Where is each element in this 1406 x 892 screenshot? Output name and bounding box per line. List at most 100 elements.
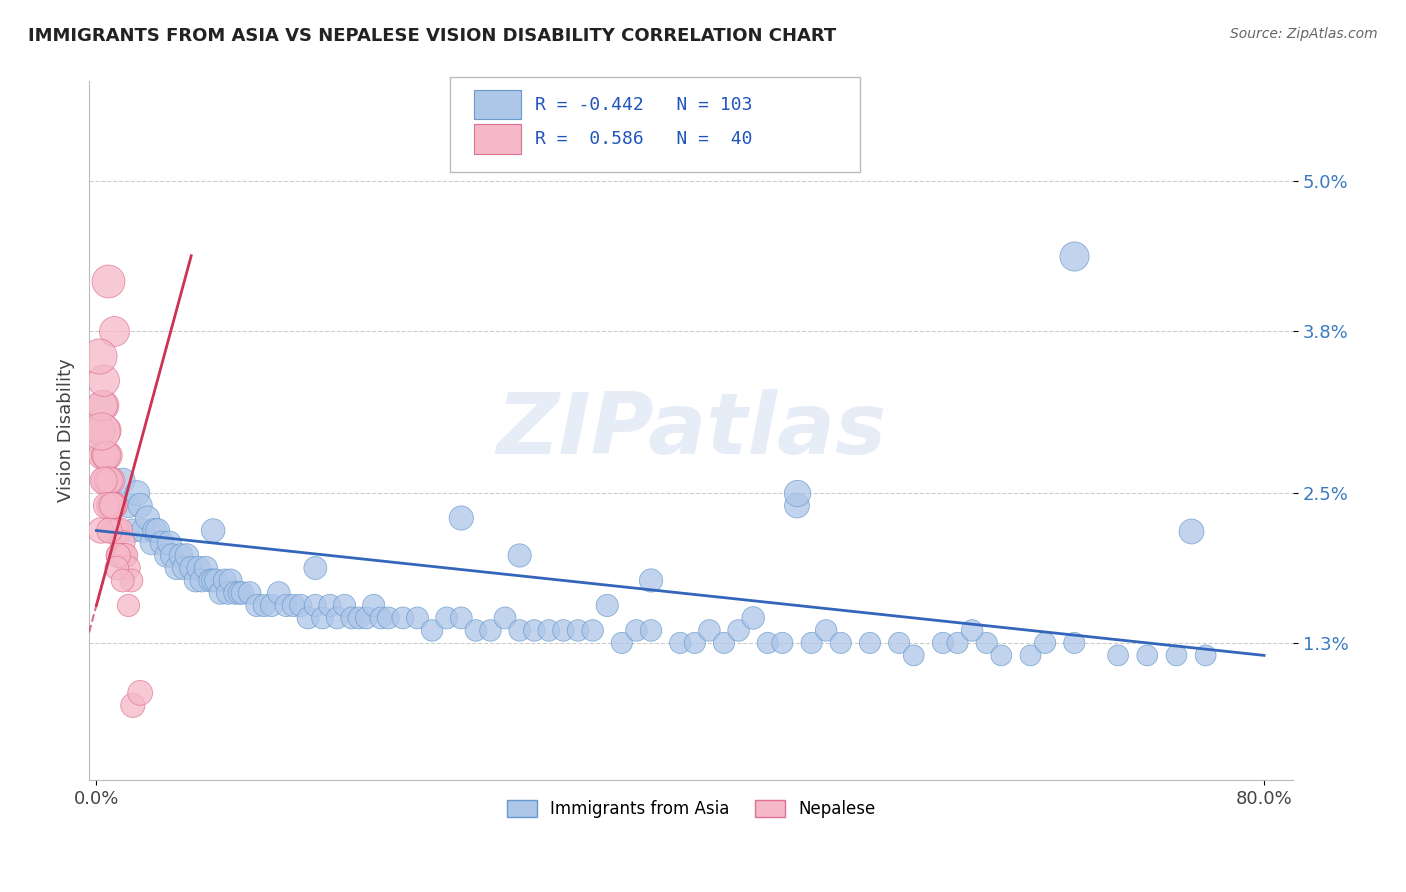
Point (94, 474, 117, 488)
Point (146, 524, 169, 538)
Point (112, 549, 135, 563)
Point (450, 511, 472, 525)
Point (290, 599, 312, 613)
Point (356, 611, 378, 625)
Point (111, 536, 134, 550)
Point (786, 486, 808, 500)
Point (98, 499, 121, 513)
Point (231, 586, 253, 600)
Point (228, 586, 250, 600)
Point (194, 561, 217, 575)
FancyBboxPatch shape (474, 124, 522, 153)
Point (370, 611, 392, 625)
Point (1107, 648, 1129, 663)
Text: R = -0.442   N = 103: R = -0.442 N = 103 (534, 95, 752, 113)
Point (129, 686, 152, 700)
Point (176, 549, 198, 563)
Point (1033, 636, 1056, 650)
FancyBboxPatch shape (450, 78, 859, 172)
Point (94, 449, 117, 463)
Point (509, 624, 531, 638)
Point (187, 561, 209, 575)
Point (392, 611, 415, 625)
Point (98, 524, 121, 538)
Point (283, 599, 305, 613)
Point (89, 349, 111, 363)
Point (304, 561, 326, 575)
Point (101, 499, 124, 513)
Point (93, 374, 115, 388)
Point (450, 611, 472, 625)
Point (184, 574, 207, 588)
Point (93, 399, 115, 413)
Point (976, 636, 998, 650)
Point (946, 636, 969, 650)
Point (610, 636, 633, 650)
Point (110, 549, 132, 563)
Point (239, 586, 262, 600)
Point (108, 524, 131, 538)
Point (105, 524, 128, 538)
Point (89, 424, 111, 438)
Text: ZIPatlas: ZIPatlas (496, 389, 886, 472)
Point (537, 624, 560, 638)
Point (830, 636, 852, 650)
Point (202, 524, 225, 538)
Point (96, 424, 118, 438)
Legend: Immigrants from Asia, Nepalese: Immigrants from Asia, Nepalese (501, 793, 882, 824)
Point (713, 636, 735, 650)
Point (786, 499, 808, 513)
Point (180, 561, 202, 575)
Point (464, 624, 486, 638)
Point (1180, 524, 1202, 538)
Point (105, 561, 128, 575)
Point (157, 536, 180, 550)
Point (143, 524, 166, 538)
Point (669, 636, 692, 650)
Point (214, 574, 236, 588)
Point (420, 624, 443, 638)
Text: Source: ZipAtlas.com: Source: ZipAtlas.com (1230, 27, 1378, 41)
Point (581, 624, 603, 638)
Point (311, 611, 333, 625)
Point (347, 611, 370, 625)
Point (90, 424, 112, 438)
Point (117, 561, 139, 575)
Point (103, 499, 125, 513)
Point (494, 611, 516, 625)
Point (742, 611, 765, 625)
Point (120, 574, 142, 588)
Point (596, 599, 619, 613)
Point (205, 574, 228, 588)
Point (1136, 648, 1159, 663)
Point (640, 624, 662, 638)
Point (117, 599, 139, 613)
Point (319, 599, 342, 613)
Point (859, 636, 882, 650)
Point (111, 474, 134, 488)
Point (90, 424, 112, 438)
Point (91, 399, 114, 413)
Point (190, 574, 212, 588)
Point (111, 574, 134, 588)
Point (132, 524, 155, 538)
Point (770, 636, 793, 650)
Point (304, 599, 326, 613)
Point (800, 636, 823, 650)
Point (219, 574, 242, 588)
Point (96, 499, 118, 513)
Point (136, 511, 159, 525)
Point (340, 611, 363, 625)
Point (117, 499, 139, 513)
Point (101, 524, 124, 538)
Point (509, 549, 531, 563)
Point (96, 449, 118, 463)
Point (267, 586, 290, 600)
Point (155, 549, 177, 563)
Text: IMMIGRANTS FROM ASIA VS NEPALESE VISION DISABILITY CORRELATION CHART: IMMIGRANTS FROM ASIA VS NEPALESE VISION … (28, 27, 837, 45)
Point (274, 599, 297, 613)
Point (97, 449, 120, 463)
Point (727, 624, 749, 638)
Point (436, 611, 458, 625)
Point (162, 549, 184, 563)
